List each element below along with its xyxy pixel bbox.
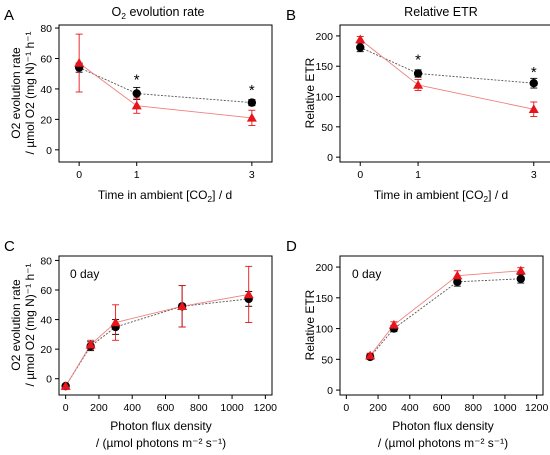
- panel-a-ytick-label: 80: [40, 23, 52, 35]
- panel-d-black-circle-point: [453, 277, 462, 287]
- panel-b-red-triangle-point: [355, 34, 366, 44]
- panel-d-xtick-label: 800: [464, 402, 482, 414]
- panel-a-red-triangle-point: [131, 100, 142, 110]
- panel-c-red-triangle-point: [177, 301, 188, 311]
- panel-a-red-triangle-point: [246, 112, 257, 122]
- panel-d-red-triangle-point: [388, 319, 399, 329]
- panel-a-xtick-label: 0: [76, 169, 82, 181]
- panel-b-frame: [339, 24, 550, 163]
- panel-d-red-triangle-point: [452, 270, 463, 280]
- panel-letter-c: C: [4, 238, 15, 255]
- panel-d-xtick-label: 200: [369, 402, 387, 414]
- panel-b-xtick-label: 0: [357, 169, 363, 181]
- panel-c-ytick-label: 20: [40, 344, 52, 356]
- panel-c-red-triangle-point: [85, 339, 96, 349]
- panel-d-black-series-line: [369, 278, 521, 358]
- panel-a-plot: 0 1 3 0 20 40 60 80 * *: [40, 23, 273, 181]
- panel-a-ylabel-line1: O2 evolution rate: [9, 47, 23, 139]
- panel-c-plot: 0 200 400 600 800 1000 1200 0 20 40 60 80: [40, 255, 277, 414]
- panel-a-ylabel-line2: / µmol O2 (mg N)⁻¹ h⁻¹: [23, 32, 37, 155]
- panel-c-xtick-label: 400: [123, 402, 141, 414]
- panel-c-xtick-label: 1200: [254, 402, 278, 414]
- panel-d-xtick-label: 600: [433, 402, 451, 414]
- panel-d-xtick-label: 1200: [525, 402, 549, 414]
- panel-b-red-series-line: [359, 39, 534, 110]
- panel-b-xlabel: Time in ambient [CO2] / d: [374, 188, 508, 204]
- panel-d-ytick-label: 0: [327, 385, 333, 397]
- panel-b-red-triangle-point: [528, 104, 539, 114]
- panel-b-ylabel: Relative ETR: [303, 57, 317, 128]
- panel-b-ytick-label: 0: [327, 152, 333, 164]
- panel-a-ytick-label: 60: [40, 53, 52, 65]
- panel-letter-b: B: [286, 7, 296, 24]
- panel-c-ylabel-line1: O2 evolution rate: [9, 279, 23, 371]
- panel-d-plot: 0 200 400 600 800 1000 1200 0 50 100 150 200: [315, 255, 549, 414]
- panel-c-ytick-label: 0: [46, 374, 52, 386]
- panel-a-significance-star: *: [134, 71, 140, 88]
- panel-b-significance-star: *: [415, 51, 421, 68]
- panel-a-xlabel: Time in ambient [CO2] / d: [98, 188, 232, 204]
- panel-a-black-circle-point: [132, 89, 141, 98]
- panel-a-red-triangle-point: [74, 58, 85, 67]
- panel-c-xlabel-line1: Photon flux density: [110, 419, 211, 433]
- panel-c-xtick-label: 0: [63, 402, 69, 414]
- panel-b-title: Relative ETR: [404, 5, 478, 19]
- panel-c-ytick-label: 40: [40, 315, 52, 327]
- panel-d-xtick-label: 0: [343, 402, 349, 414]
- panel-a-xtick-label: 3: [249, 169, 255, 181]
- panel-c-xtick-label: 1000: [220, 402, 244, 414]
- panel-a-ytick-label: 0: [46, 145, 52, 157]
- panel-c-xtick-label: 200: [90, 402, 108, 414]
- panel-b-black-circle-point: [529, 78, 538, 88]
- panel-d-red-triangle-point: [515, 265, 526, 275]
- panel-c-ytick-label: 80: [40, 255, 52, 267]
- panel-c-xtick-label: 800: [190, 402, 208, 414]
- panel-d-ytick-label: 100: [315, 324, 333, 336]
- panel-c-red-triangle-point: [60, 381, 71, 390]
- panel-d-ytick-label: 150: [315, 293, 333, 305]
- panel-b-ytick-label: 50: [321, 122, 333, 134]
- panel-a-black-series-line: [78, 67, 252, 104]
- panel-b-black-circle-point: [413, 69, 423, 78]
- panel-a-ytick-label: 20: [40, 114, 52, 126]
- panel-c-xtick-label: 600: [157, 402, 175, 414]
- panel-c-ytick-label: 60: [40, 285, 52, 297]
- panel-c-xlabel-line2: / (µmol photons m⁻² s⁻¹): [96, 436, 226, 450]
- panel-d-xtick-label: 1000: [493, 402, 517, 414]
- panel-a-title: O2 evolution rate: [112, 5, 205, 21]
- panel-a-frame: [58, 24, 273, 163]
- panel-d-xlabel-line1: Photon flux density: [392, 419, 493, 433]
- panel-b-ytick-label: 100: [315, 92, 333, 104]
- panel-b-ytick-label: 150: [315, 61, 333, 73]
- panel-b-red-triangle-point: [413, 80, 424, 89]
- panel-a-significance-star: *: [249, 82, 255, 99]
- panel-letter-a: A: [4, 7, 14, 24]
- panel-b-xtick-label: 1: [415, 169, 421, 181]
- panel-letter-d: D: [286, 238, 297, 255]
- panel-a-red-series-line: [78, 62, 252, 119]
- panel-c-ylabel-line2: / µmol O2 (mg N)⁻¹ h⁻¹: [23, 264, 37, 387]
- panel-d-red-triangle-point: [365, 350, 376, 360]
- panel-c-day-label: 0 day: [70, 267, 99, 281]
- panel-c-red-triangle-point: [110, 317, 121, 327]
- panel-a-black-circle-point: [247, 98, 257, 107]
- panel-d-red-series-line: [369, 270, 521, 356]
- panel-b-black-circle-point: [356, 43, 365, 52]
- panel-d-ylabel: Relative ETR: [303, 289, 317, 360]
- panel-d-day-label: 0 day: [352, 267, 381, 281]
- panel-d-black-circle-point: [516, 274, 525, 283]
- panel-d-xtick-label: 400: [401, 402, 419, 414]
- panel-a-xtick-label: 1: [134, 169, 140, 181]
- panel-b-significance-star: *: [531, 64, 537, 81]
- panel-b-plot: 0 1 3 0 50 100 150 200 * *: [315, 24, 550, 181]
- panel-c-red-triangle-point: [243, 289, 254, 299]
- panel-b-black-series-line: [360, 46, 534, 84]
- panel-d-xlabel-line2: / (µmol photons m⁻² s⁻¹): [378, 436, 508, 450]
- panel-b-ytick-label: 200: [315, 31, 333, 43]
- panel-d-ytick-label: 200: [315, 262, 333, 274]
- panel-a-ytick-label: 40: [40, 84, 52, 96]
- panel-b-xtick-label: 3: [531, 169, 537, 181]
- panel-d-ytick-label: 50: [321, 354, 333, 366]
